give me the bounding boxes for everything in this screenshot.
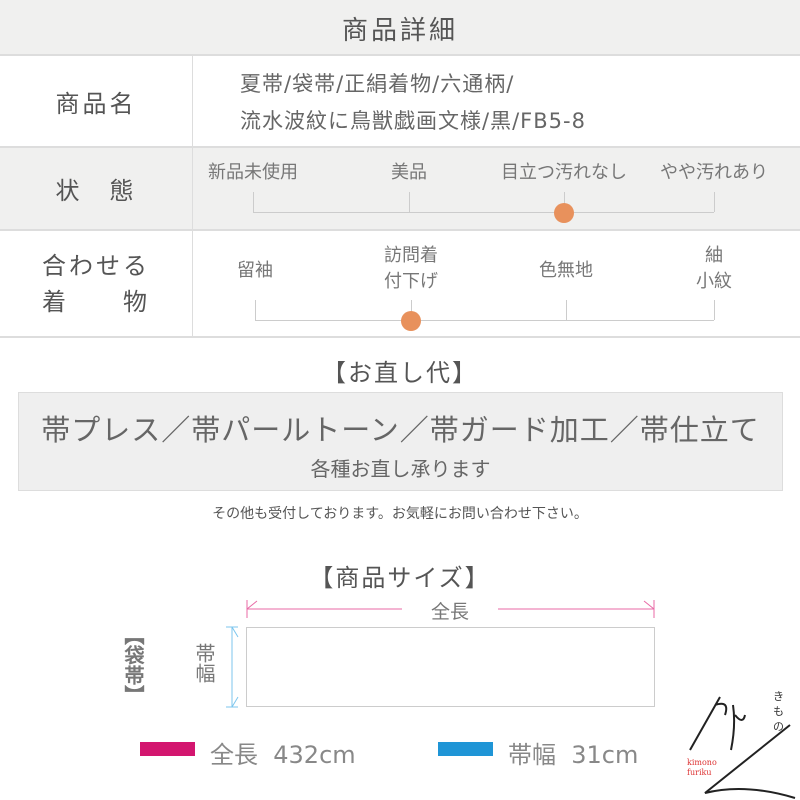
matching-label-line2: 着 物 <box>42 287 150 316</box>
condition-scale-line <box>253 212 714 213</box>
repair-box: 帯プレス／帯パールトーン／帯ガード加工／帯仕立て 各種お直し承ります <box>18 392 783 491</box>
scale-tick <box>409 192 410 212</box>
size-title: 【商品サイズ】 <box>309 564 491 592</box>
scale-tick <box>411 300 412 320</box>
legend-name: 帯幅 <box>508 741 556 769</box>
scale-tick <box>564 192 565 212</box>
length-legend: 全長 432cm <box>210 735 356 770</box>
product-name-row: 商品名 夏帯/袋帯/正絹着物/六通柄/ 流水波紋に鳥獣戯画文様/黒/FB5-8 <box>0 56 800 148</box>
scale-tick <box>566 300 567 320</box>
header-bar: 商品詳細 <box>0 0 800 56</box>
product-name-value: 夏帯/袋帯/正絹着物/六通柄/ 流水波紋に鳥獣戯画文様/黒/FB5-8 <box>240 66 586 140</box>
scale-tick <box>714 300 715 320</box>
option-line: 訪問着 <box>384 245 438 266</box>
matching-row: 合わせる 着 物 留袖 訪問着付下げ 色無地 紬小紋 <box>0 231 800 338</box>
matching-marker <box>401 311 421 331</box>
condition-label: 状 態 <box>0 148 193 229</box>
width-legend-swatch <box>438 742 493 756</box>
matching-option: 訪問着 付下げ <box>384 243 438 295</box>
obi-type-label: 【袋帯】 <box>121 625 145 705</box>
svg-text:き: き <box>773 690 784 703</box>
product-name-label: 商品名 <box>0 56 193 146</box>
length-label: 全長 <box>430 601 469 623</box>
kimono-furiku-logo: きもの kimono furiku <box>687 690 796 799</box>
scale-tick <box>714 192 715 212</box>
condition-row: 状 態 新品未使用 美品 目立つ汚れなし やや汚れあり <box>0 148 800 231</box>
repair-subtitle: 各種お直し承ります <box>310 457 491 481</box>
repair-services: 帯プレス／帯パールトーン／帯ガード加工／帯仕立て <box>41 413 760 447</box>
scale-tick <box>255 300 256 320</box>
obi-outline <box>246 627 655 707</box>
product-name-line2: 流水波紋に鳥獣戯画文様/黒/FB5-8 <box>240 109 586 133</box>
length-arrowheads <box>246 600 655 618</box>
repair-title: 【お直し代】 <box>322 359 478 387</box>
width-legend: 帯幅 31cm <box>508 735 638 770</box>
condition-marker <box>554 203 574 223</box>
legend-value: 31cm <box>571 741 639 769</box>
condition-option: 目立つ汚れなし <box>501 162 627 183</box>
svg-text:furiku: furiku <box>687 768 712 777</box>
matching-option: 紬小紋 <box>696 243 732 295</box>
matching-label-line1: 合わせる <box>42 251 150 280</box>
option-line: 紬 <box>705 245 723 266</box>
option-line: 小紋 <box>696 271 732 292</box>
width-label: 帯幅 <box>192 643 216 683</box>
page-title: 商品詳細 <box>341 16 458 46</box>
legend-value: 432cm <box>273 741 356 769</box>
svg-text:の: の <box>773 720 784 733</box>
matching-scale-line <box>255 320 714 321</box>
condition-option: やや汚れあり <box>660 162 768 183</box>
option-line: 付下げ <box>384 271 438 292</box>
svg-text:も: も <box>773 705 784 718</box>
repair-note: その他も受付しております。お気軽にお問い合わせ下さい。 <box>212 506 588 522</box>
scale-tick <box>253 192 254 212</box>
matching-option: 色無地 <box>539 260 593 281</box>
condition-option: 美品 <box>391 162 427 183</box>
matching-option: 留袖 <box>237 260 273 281</box>
product-name-line1: 夏帯/袋帯/正絹着物/六通柄/ <box>240 72 515 96</box>
svg-text:kimono: kimono <box>687 758 717 767</box>
length-legend-swatch <box>140 742 195 756</box>
width-arrowheads <box>226 626 239 708</box>
matching-label: 合わせる 着 物 <box>0 231 193 336</box>
legend-name: 全長 <box>210 741 258 769</box>
condition-option: 新品未使用 <box>208 162 298 183</box>
